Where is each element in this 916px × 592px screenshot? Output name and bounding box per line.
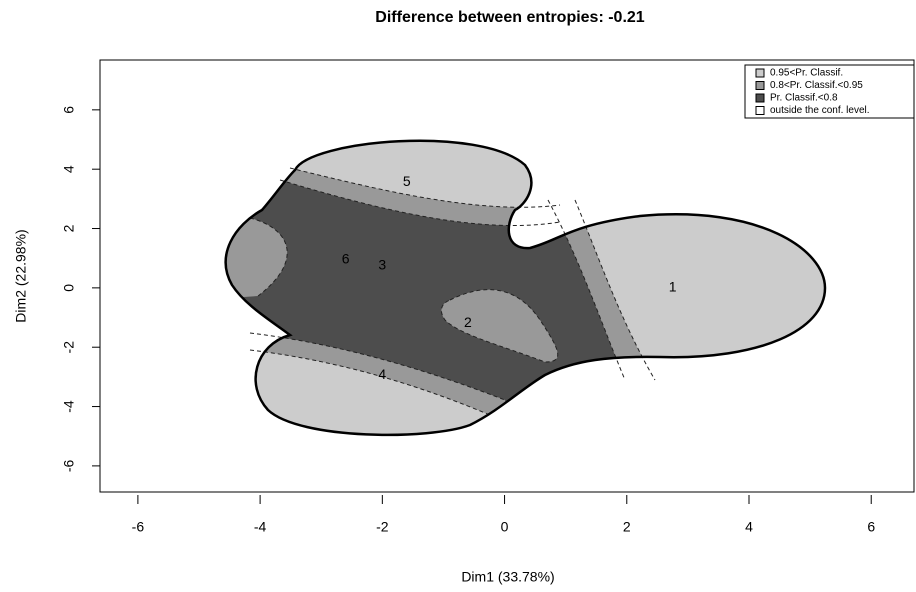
point-label: 4 xyxy=(378,366,386,382)
x-tick-label: -2 xyxy=(376,519,389,535)
legend-label: Pr. Classif.<0.8 xyxy=(770,93,838,104)
x-tick-label: 6 xyxy=(867,519,875,535)
plot-box xyxy=(99,59,915,493)
legend-swatch xyxy=(755,68,765,78)
y-axis-label: Dim2 (22.98%) xyxy=(13,229,29,322)
region-mid xyxy=(441,289,558,362)
legend-label: 0.8<Pr. Classif.<0.95 xyxy=(770,80,863,91)
point-label: 2 xyxy=(464,314,472,330)
x-tick-label: -6 xyxy=(132,519,145,535)
region-high xyxy=(250,140,560,208)
legend-label: outside the conf. level. xyxy=(770,105,870,116)
y-tick-label: 6 xyxy=(61,106,77,114)
boundary xyxy=(547,199,626,381)
y-tick-label: 0 xyxy=(61,284,77,292)
point-label: 3 xyxy=(378,256,386,272)
boundary xyxy=(279,179,561,227)
x-tick-label: -4 xyxy=(254,519,267,535)
legend-swatch xyxy=(755,106,765,115)
y-tick-label: 2 xyxy=(61,224,77,232)
regions xyxy=(225,140,826,435)
y-tick-label: 4 xyxy=(61,165,77,173)
x-axis-label: Dim1 (33.78%) xyxy=(461,569,554,585)
boundary xyxy=(249,332,506,401)
y-tick-label: -6 xyxy=(61,459,77,472)
boundary xyxy=(440,289,559,363)
point-label: 5 xyxy=(403,173,411,189)
y-tick-label: -2 xyxy=(61,341,77,354)
confidence-outline xyxy=(224,139,827,437)
legend-swatch xyxy=(755,81,765,90)
x-tick-label: 4 xyxy=(745,519,753,535)
boundary xyxy=(249,349,491,416)
point-label: 6 xyxy=(342,250,350,266)
boundary xyxy=(289,167,561,208)
chart-title: Difference between entropies: -0.21 xyxy=(375,9,645,26)
region-mid xyxy=(225,210,288,300)
x-tick-label: 2 xyxy=(623,519,631,535)
x-tick-label: 0 xyxy=(501,519,509,535)
y-tick-label: -4 xyxy=(61,400,77,413)
point-label: 1 xyxy=(669,279,677,295)
boundary xyxy=(249,217,288,297)
legend-box xyxy=(744,64,915,119)
boundary xyxy=(574,199,656,381)
legend-swatch xyxy=(755,93,765,103)
legend-label: 0.95<Pr. Classif. xyxy=(770,68,843,79)
